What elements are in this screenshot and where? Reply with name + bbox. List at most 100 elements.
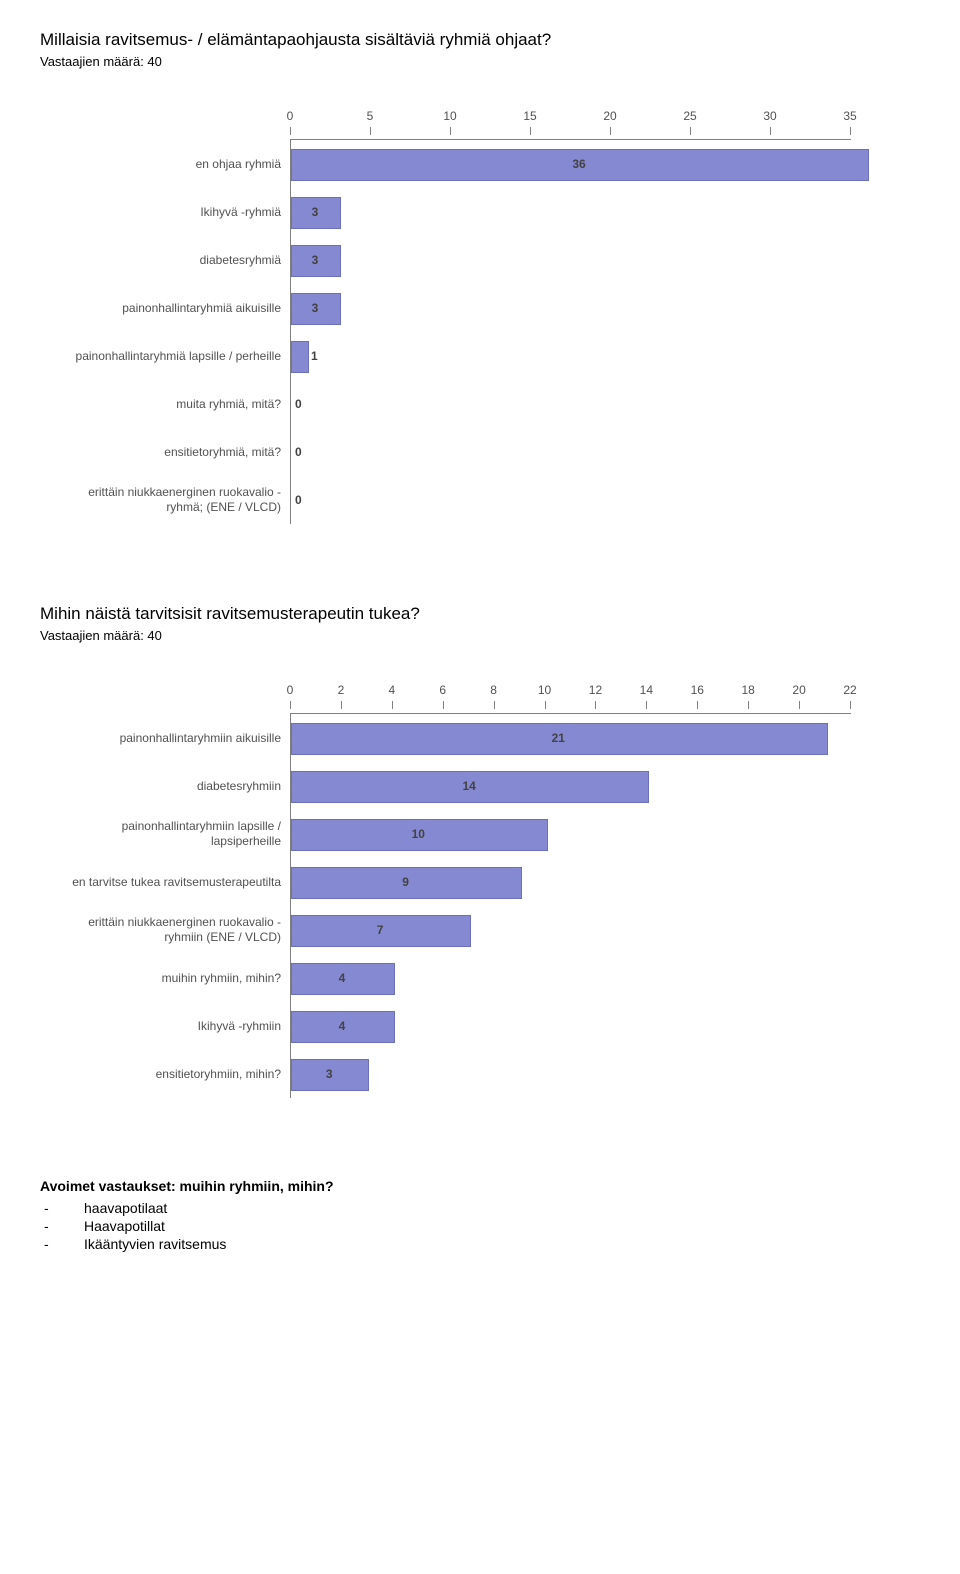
chart1-axis: 05101520253035 <box>290 109 850 139</box>
axis-tick-mark <box>770 127 771 135</box>
axis-tick-label: 15 <box>523 109 536 123</box>
open-answers: Avoimet vastaukset: muihin ryhmiin, mihi… <box>40 1178 920 1252</box>
axis-tick-label: 8 <box>490 683 497 697</box>
chart-row-label: Ikihyvä -ryhmiä <box>71 205 291 220</box>
chart2-question: Mihin näistä tarvitsisit ravitsemusterap… <box>40 604 920 624</box>
bar-value: 0 <box>295 397 302 411</box>
axis-tick-label: 35 <box>843 109 856 123</box>
chart-row-label: en ohjaa ryhmiä <box>71 157 291 172</box>
chart-row-label: diabetesryhmiin <box>71 779 291 794</box>
axis-tick-label: 30 <box>763 109 776 123</box>
bar-container: 1 <box>291 341 851 371</box>
axis-tick-label: 4 <box>388 683 395 697</box>
chart-row: muita ryhmiä, mitä?0 <box>291 380 851 428</box>
axis-tick-mark <box>530 127 531 135</box>
axis-tick-mark <box>748 701 749 709</box>
chart1-plot: en ohjaa ryhmiä36Ikihyvä -ryhmiä3diabete… <box>290 139 851 524</box>
chart-row: painonhallintaryhmiin lapsille / lapsipe… <box>291 810 851 858</box>
bar-value: 14 <box>462 779 475 793</box>
open-answer-text: haavapotilaat <box>84 1200 167 1216</box>
chart-row: painonhallintaryhmiä lapsille / perheill… <box>291 332 851 380</box>
open-answer-item: -haavapotilaat <box>40 1200 920 1216</box>
open-answer-text: Ikääntyvien ravitsemus <box>84 1236 226 1252</box>
bar-value: 0 <box>295 493 302 507</box>
axis-tick-mark <box>850 701 851 709</box>
bar-container: 36 <box>291 149 851 179</box>
open-answers-title: Avoimet vastaukset: muihin ryhmiin, mihi… <box>40 1178 920 1194</box>
axis-tick-label: 0 <box>287 109 294 123</box>
axis-tick-mark <box>494 701 495 709</box>
axis-tick-label: 10 <box>538 683 551 697</box>
chart-row-label: diabetesryhmiä <box>71 253 291 268</box>
chart-row: en ohjaa ryhmiä36 <box>291 140 851 188</box>
chart-row: ensitietoryhmiin, mihin?3 <box>291 1050 851 1098</box>
axis-tick-mark <box>799 701 800 709</box>
bar-container: 0 <box>291 485 851 515</box>
chart-row-label: erittäin niukkaenerginen ruokavalio -ryh… <box>71 485 291 515</box>
bar-value: 10 <box>412 827 425 841</box>
chart-row: muihin ryhmiin, mihin?4 <box>291 954 851 1002</box>
chart2-plot: painonhallintaryhmiin aikuisille21diabet… <box>290 713 851 1098</box>
chart-row-label: ensitietoryhmiä, mitä? <box>71 445 291 460</box>
bar-container: 10 <box>291 819 851 849</box>
bar-container: 3 <box>291 197 851 227</box>
dash: - <box>40 1200 84 1216</box>
chart-row-label: ensitietoryhmiin, mihin? <box>71 1067 291 1082</box>
axis-tick-mark <box>290 127 291 135</box>
bar-container: 3 <box>291 245 851 275</box>
chart1-section: Millaisia ravitsemus- / elämäntapaohjaus… <box>40 30 920 524</box>
chart2-section: Mihin näistä tarvitsisit ravitsemusterap… <box>40 604 920 1098</box>
chart-row: erittäin niukkaenerginen ruokavalio -ryh… <box>291 476 851 524</box>
bar-container: 21 <box>291 723 851 753</box>
chart1: 05101520253035 en ohjaa ryhmiä36Ikihyvä … <box>70 109 920 524</box>
chart1-respondents: Vastaajien määrä: 40 <box>40 54 920 69</box>
chart-row-label: erittäin niukkaenerginen ruokavalio -ryh… <box>71 915 291 945</box>
axis-tick-mark <box>370 127 371 135</box>
chart-row: Ikihyvä -ryhmiin4 <box>291 1002 851 1050</box>
axis-tick-label: 5 <box>367 109 374 123</box>
chart-row-label: painonhallintaryhmiin aikuisille <box>71 731 291 746</box>
bar-container: 3 <box>291 293 851 323</box>
chart-row-label: muita ryhmiä, mitä? <box>71 397 291 412</box>
axis-tick-mark <box>392 701 393 709</box>
chart-row-label: Ikihyvä -ryhmiin <box>71 1019 291 1034</box>
open-answer-item: -Haavapotillat <box>40 1218 920 1234</box>
axis-tick-mark <box>545 701 546 709</box>
chart2: 0246810121416182022 painonhallintaryhmii… <box>70 683 920 1098</box>
bar-value: 36 <box>572 157 585 171</box>
axis-tick-label: 0 <box>287 683 294 697</box>
bar-container: 4 <box>291 1011 851 1041</box>
axis-tick-mark <box>290 701 291 709</box>
chart-row: diabetesryhmiä3 <box>291 236 851 284</box>
axis-tick-label: 16 <box>691 683 704 697</box>
axis-tick-label: 14 <box>640 683 653 697</box>
axis-tick-label: 6 <box>439 683 446 697</box>
chart-row: ensitietoryhmiä, mitä?0 <box>291 428 851 476</box>
axis-tick-mark <box>697 701 698 709</box>
chart2-respondents: Vastaajien määrä: 40 <box>40 628 920 643</box>
chart2-axis: 0246810121416182022 <box>290 683 850 713</box>
bar-container: 9 <box>291 867 851 897</box>
bar-value: 1 <box>311 349 318 363</box>
dash: - <box>40 1236 84 1252</box>
bar-container: 7 <box>291 915 851 945</box>
bar-container: 4 <box>291 963 851 993</box>
bar-container: 14 <box>291 771 851 801</box>
chart-row: diabetesryhmiin14 <box>291 762 851 810</box>
open-answer-item: -Ikääntyvien ravitsemus <box>40 1236 920 1252</box>
bar-value: 3 <box>312 253 319 267</box>
bar-value: 4 <box>339 971 346 985</box>
bar-container: 3 <box>291 1059 851 1089</box>
axis-tick-mark <box>610 127 611 135</box>
chart-row: Ikihyvä -ryhmiä3 <box>291 188 851 236</box>
axis-tick-mark <box>690 127 691 135</box>
bar-value: 4 <box>339 1019 346 1033</box>
axis-tick-mark <box>443 701 444 709</box>
chart-row-label: painonhallintaryhmiä lapsille / perheill… <box>71 349 291 364</box>
bar-value: 0 <box>295 445 302 459</box>
chart-row-label: painonhallintaryhmiä aikuisille <box>71 301 291 316</box>
axis-tick-label: 10 <box>443 109 456 123</box>
bar-value: 3 <box>312 301 319 315</box>
axis-tick-mark <box>450 127 451 135</box>
chart-row: painonhallintaryhmiin aikuisille21 <box>291 714 851 762</box>
